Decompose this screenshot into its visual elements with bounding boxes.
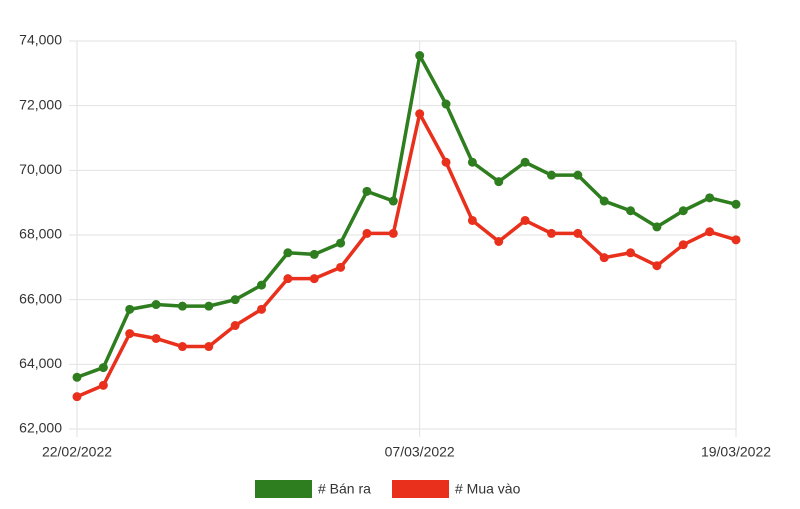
y-tick-label: 64,000 bbox=[19, 355, 62, 371]
series-line bbox=[76, 53, 737, 379]
y-tick-label: 74,000 bbox=[19, 32, 62, 48]
point bbox=[177, 342, 187, 352]
point bbox=[98, 380, 108, 390]
point bbox=[546, 170, 556, 180]
legend-label: # Mua vào bbox=[455, 481, 521, 497]
point bbox=[362, 228, 372, 238]
point bbox=[388, 228, 398, 238]
point bbox=[257, 304, 267, 314]
point bbox=[336, 262, 346, 272]
point bbox=[731, 199, 741, 209]
y-tick-label: 62,000 bbox=[19, 420, 62, 436]
x-tick-label: 07/03/2022 bbox=[385, 444, 455, 460]
y-tick-label: 70,000 bbox=[19, 161, 62, 177]
point bbox=[520, 157, 530, 167]
point bbox=[652, 222, 662, 232]
point bbox=[415, 51, 425, 61]
legend-swatch bbox=[392, 480, 449, 498]
point bbox=[72, 392, 82, 402]
point bbox=[546, 228, 556, 238]
x-tick-label: 19/03/2022 bbox=[701, 444, 771, 460]
point bbox=[204, 301, 214, 311]
point bbox=[230, 295, 240, 305]
point bbox=[494, 236, 504, 246]
point bbox=[731, 235, 741, 245]
legend-swatch bbox=[255, 480, 312, 498]
point bbox=[388, 196, 398, 206]
point bbox=[599, 253, 609, 263]
point bbox=[72, 372, 82, 382]
point bbox=[467, 157, 477, 167]
point bbox=[283, 274, 293, 284]
point bbox=[204, 342, 214, 352]
point bbox=[441, 99, 451, 109]
point bbox=[257, 280, 267, 290]
point bbox=[494, 177, 504, 187]
point bbox=[441, 157, 451, 167]
point bbox=[230, 321, 240, 331]
point bbox=[362, 186, 372, 196]
point bbox=[626, 248, 636, 258]
point bbox=[151, 333, 161, 343]
point bbox=[678, 206, 688, 216]
point bbox=[626, 206, 636, 216]
x-tick-label: 22/02/2022 bbox=[42, 444, 112, 460]
series-line bbox=[76, 112, 737, 399]
point bbox=[678, 240, 688, 250]
point bbox=[573, 228, 583, 238]
y-tick-label: 72,000 bbox=[19, 96, 62, 112]
point bbox=[283, 248, 293, 258]
point bbox=[705, 193, 715, 203]
point bbox=[151, 300, 161, 310]
point bbox=[309, 249, 319, 259]
point bbox=[705, 227, 715, 237]
legend-label: # Bán ra bbox=[318, 481, 371, 497]
point bbox=[415, 109, 425, 119]
point bbox=[520, 215, 530, 225]
y-tick-label: 66,000 bbox=[19, 290, 62, 306]
point bbox=[125, 304, 135, 314]
point bbox=[599, 196, 609, 206]
point bbox=[98, 363, 108, 373]
y-tick-label: 68,000 bbox=[19, 226, 62, 242]
point bbox=[177, 301, 187, 311]
point bbox=[652, 261, 662, 271]
point bbox=[125, 329, 135, 339]
point bbox=[467, 215, 477, 225]
point bbox=[336, 238, 346, 248]
point bbox=[573, 170, 583, 180]
point bbox=[309, 274, 319, 284]
